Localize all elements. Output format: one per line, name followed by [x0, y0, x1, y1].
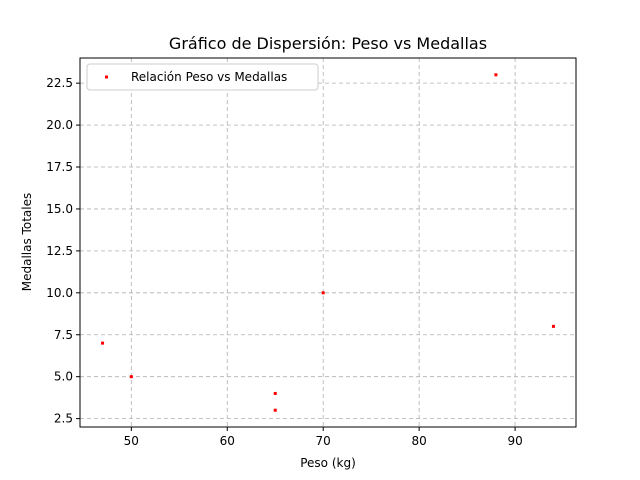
scatter-point [129, 375, 133, 379]
y-tick-label: 20.0 [46, 118, 73, 132]
y-tick-label: 15.0 [46, 202, 73, 216]
chart-title: Gráfico de Dispersión: Peso vs Medallas [169, 34, 487, 53]
x-tick-label: 50 [124, 434, 139, 448]
legend-marker [105, 75, 108, 79]
scatter-point [273, 408, 277, 412]
y-tick-label: 10.0 [46, 286, 73, 300]
y-tick-label: 12.5 [46, 244, 73, 258]
scatter-point [321, 291, 325, 295]
legend-label: Relación Peso vs Medallas [131, 70, 287, 84]
y-tick-label: 22.5 [46, 76, 73, 90]
axis-ticks: 50 60 70 80 90 2.5 5.0 7.5 10.0 12.5 15.0 17.5 20.0 2… [46, 76, 522, 448]
y-tick-label: 5.0 [54, 370, 73, 384]
x-axis-label: Peso (kg) [300, 456, 356, 470]
data-points [101, 73, 555, 412]
x-tick-label: 90 [507, 434, 522, 448]
scatter-point [551, 324, 555, 328]
x-tick-label: 60 [220, 434, 235, 448]
grid-lines [80, 58, 576, 427]
legend-box [86, 63, 319, 91]
plot-area-frame [79, 57, 577, 428]
scatter-point [273, 391, 277, 395]
legend: Relación Peso vs Medallas [86, 63, 319, 91]
y-axis-label: Medallas Totales [20, 193, 34, 291]
x-tick-label: 80 [412, 434, 427, 448]
x-tick-label: 70 [316, 434, 331, 448]
y-tick-label: 17.5 [46, 160, 73, 174]
scatter-point [494, 73, 498, 77]
y-tick-label: 7.5 [54, 328, 73, 342]
scatter-point [101, 341, 105, 345]
y-tick-label: 2.5 [54, 412, 73, 426]
